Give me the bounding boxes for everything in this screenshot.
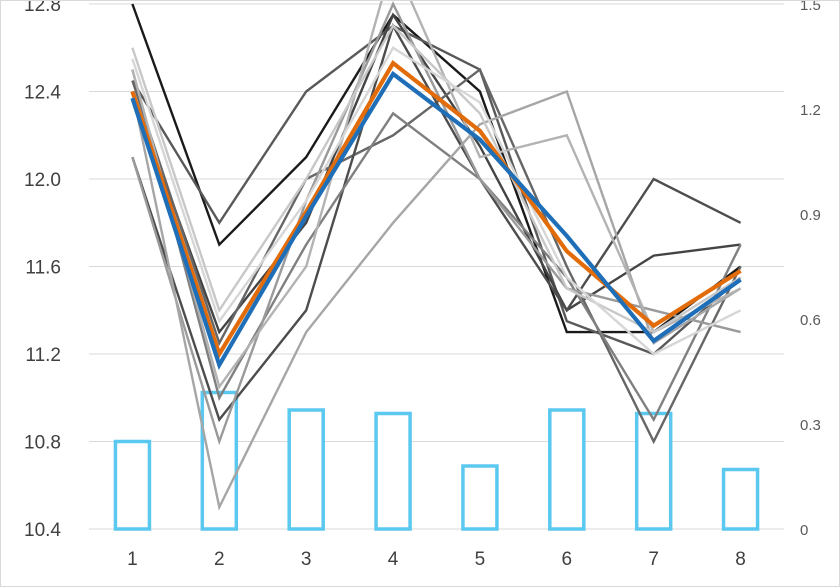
x-tick-label: 4: [388, 549, 399, 570]
background-line-1: [131, 3, 742, 334]
y-right-tick-label: 1.2: [800, 102, 821, 119]
highlight-line-1: [130, 59, 742, 359]
background-lines: [131, 1, 742, 511]
x-tick-label: 1: [127, 549, 138, 570]
background-line-6: [131, 69, 742, 423]
bar-6: [548, 408, 586, 531]
background-line-9: [131, 1, 742, 390]
y-right-tick-label: 0.6: [800, 312, 821, 329]
y-right-tick-label: 1.5: [800, 1, 821, 14]
bar-5: [461, 464, 499, 531]
bar-series: [113, 390, 760, 531]
background-line-4: [131, 67, 742, 445]
y-left-tick-label: 12.8: [24, 1, 61, 16]
bar-7: [634, 411, 673, 531]
y-right-tick-label: 0.9: [800, 207, 821, 224]
bar-1: [113, 439, 152, 531]
background-line-11: [131, 46, 742, 356]
axis-labels: 10.410.811.211.612.012.412.800.30.60.91.…: [24, 1, 821, 570]
background-line-2: [131, 24, 742, 356]
y-right-tick-label: 0: [800, 522, 808, 539]
bar-4: [374, 411, 412, 531]
bar-8: [721, 467, 760, 531]
x-tick-label: 3: [301, 549, 312, 570]
x-tick-label: 7: [648, 549, 659, 570]
y-left-tick-label: 12.4: [24, 83, 61, 104]
y-left-tick-label: 11.2: [25, 345, 61, 366]
y-left-tick-label: 10.4: [24, 520, 61, 541]
highlight-lines: [130, 59, 742, 370]
highlight-line-2: [130, 70, 742, 370]
y-left-tick-label: 11.6: [25, 258, 61, 279]
y-left-tick-label: 12.0: [24, 170, 61, 191]
background-line-7: [131, 1, 741, 446]
x-tick-label: 8: [735, 549, 746, 570]
y-right-tick-label: 0.3: [800, 417, 821, 434]
bar-3: [287, 408, 325, 531]
x-tick-label: 6: [562, 549, 573, 570]
x-tick-label: 2: [214, 549, 225, 570]
y-left-tick-label: 10.8: [24, 433, 61, 454]
x-tick-label: 5: [475, 549, 486, 570]
